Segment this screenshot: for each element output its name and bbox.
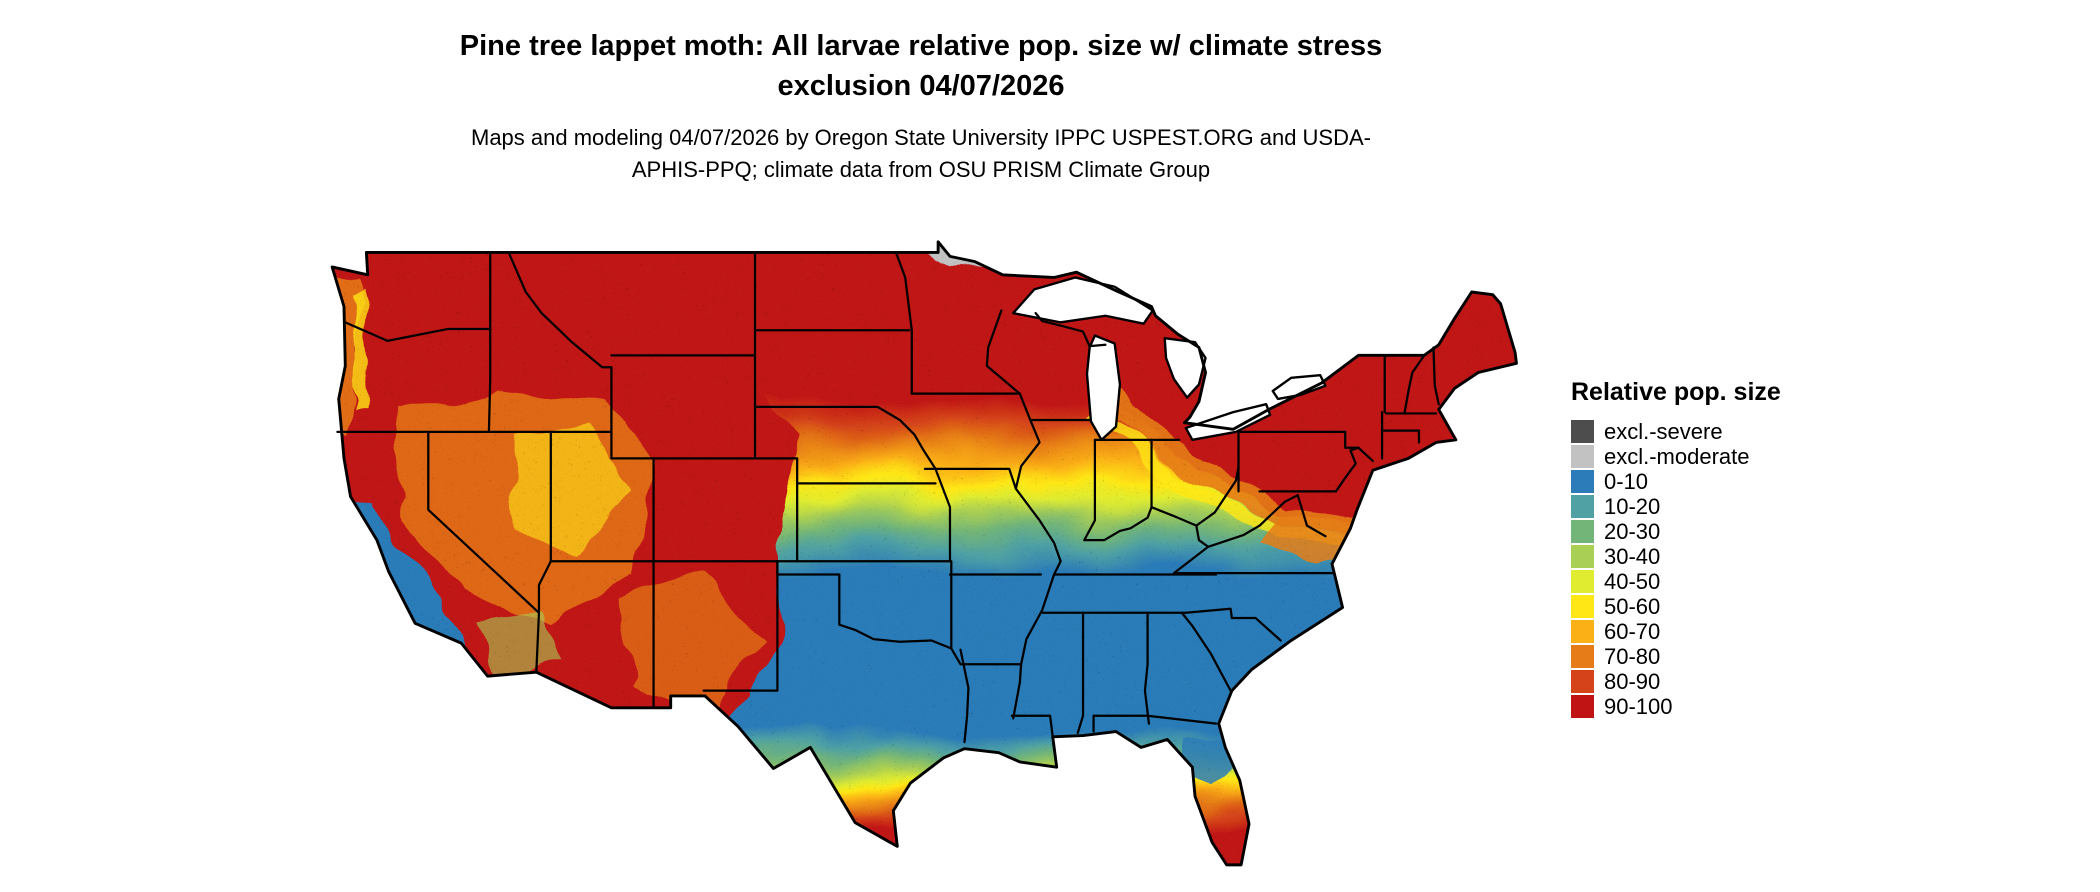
- state-border: [427, 430, 541, 674]
- legend-label: 90-100: [1604, 693, 1673, 719]
- legend-item: 90-100: [1571, 694, 1871, 719]
- state-border: [1238, 430, 1360, 449]
- legend-label: 30-40: [1604, 543, 1661, 569]
- legend-swatch: [1571, 470, 1594, 493]
- state-border: [1184, 607, 1282, 642]
- state-border: [507, 251, 613, 460]
- legend-swatch: [1571, 520, 1594, 543]
- lake-erie: [1184, 403, 1272, 442]
- legend-label: excl.-moderate: [1604, 443, 1750, 469]
- state-border: [1076, 611, 1085, 735]
- state-border: [344, 321, 492, 342]
- legend-label: 70-80: [1604, 643, 1661, 669]
- legend-item: 0-10: [1571, 469, 1871, 494]
- legend-swatch: [1571, 595, 1594, 618]
- state-border: [1012, 392, 1062, 720]
- legend-label: 10-20: [1604, 493, 1661, 519]
- state-border: [1143, 611, 1151, 725]
- legend-items: excl.-severe excl.-moderate 0-10 10-20 20-30…: [1571, 419, 1871, 719]
- state-border: [1403, 354, 1426, 415]
- legend-swatch: [1571, 670, 1594, 693]
- legend-item: excl.-moderate: [1571, 444, 1871, 469]
- legend-item: excl.-severe: [1571, 419, 1871, 444]
- legend-title: Relative pop. size: [1571, 378, 1781, 406]
- us-outline: [330, 240, 1518, 867]
- legend-swatch: [1571, 445, 1594, 468]
- state-border: [537, 560, 552, 614]
- legend-label: 50-60: [1604, 593, 1661, 619]
- state-border: [1083, 438, 1097, 542]
- state-boundaries: [336, 251, 1440, 744]
- legend-label: 0-10: [1604, 468, 1649, 494]
- legend-swatch: [1571, 420, 1594, 443]
- state-border: [1010, 714, 1054, 738]
- legend-item: 60-70: [1571, 619, 1871, 644]
- state-border: [753, 405, 952, 563]
- map-svg: [330, 240, 1518, 867]
- state-border: [1180, 611, 1232, 692]
- state-border: [1195, 466, 1240, 527]
- state-border: [1083, 506, 1198, 542]
- state-border: [923, 467, 1017, 490]
- state-border: [1334, 446, 1360, 493]
- legend-item: 80-90: [1571, 669, 1871, 694]
- state-border: [1092, 714, 1218, 725]
- state-border: [959, 648, 970, 744]
- legend-swatch: [1571, 545, 1594, 568]
- legend-item: 70-80: [1571, 644, 1871, 669]
- state-border: [985, 309, 1021, 395]
- state-border: [1034, 311, 1107, 348]
- state-border: [702, 560, 779, 692]
- legend-label: 80-90: [1604, 668, 1661, 694]
- legend-swatch: [1571, 645, 1594, 668]
- state-border: [894, 251, 913, 395]
- state-border: [1296, 494, 1327, 538]
- state-border: [950, 647, 1021, 666]
- legend: Relative pop. size excl.-severe excl.-mod…: [1571, 378, 1871, 719]
- legend-swatch: [1571, 495, 1594, 518]
- state-border: [1357, 446, 1374, 463]
- state-border: [1207, 494, 1299, 548]
- state-border: [1380, 429, 1421, 444]
- state-border: [1195, 524, 1210, 548]
- page-subtitle: Maps and modeling 04/07/2026 by Oregon S…: [471, 125, 1371, 182]
- legend-label: excl.-severe: [1604, 418, 1723, 444]
- legend-label: 40-50: [1604, 568, 1661, 594]
- legend-item: 10-20: [1571, 494, 1871, 519]
- legend-item: 30-40: [1571, 544, 1871, 569]
- population-raster: [332, 241, 1517, 865]
- lake-michigan: [1085, 334, 1122, 442]
- lake-ontario: [1271, 373, 1327, 401]
- legend-item: 50-60: [1571, 594, 1871, 619]
- legend-swatch: [1571, 695, 1594, 718]
- state-border: [1432, 346, 1440, 406]
- us-population-map: [315, 226, 1527, 886]
- legend-label: 60-70: [1604, 618, 1661, 644]
- legend-item: 20-30: [1571, 519, 1871, 544]
- state-border: [487, 251, 492, 434]
- state-border: [1172, 545, 1210, 575]
- legend-swatch: [1571, 620, 1594, 643]
- legend-item: 40-50: [1571, 569, 1871, 594]
- state-border: [776, 560, 953, 650]
- legend-label: 20-30: [1604, 518, 1661, 544]
- page-title: Pine tree lappet moth: All larvae relati…: [459, 30, 1383, 103]
- legend-swatch: [1571, 570, 1594, 593]
